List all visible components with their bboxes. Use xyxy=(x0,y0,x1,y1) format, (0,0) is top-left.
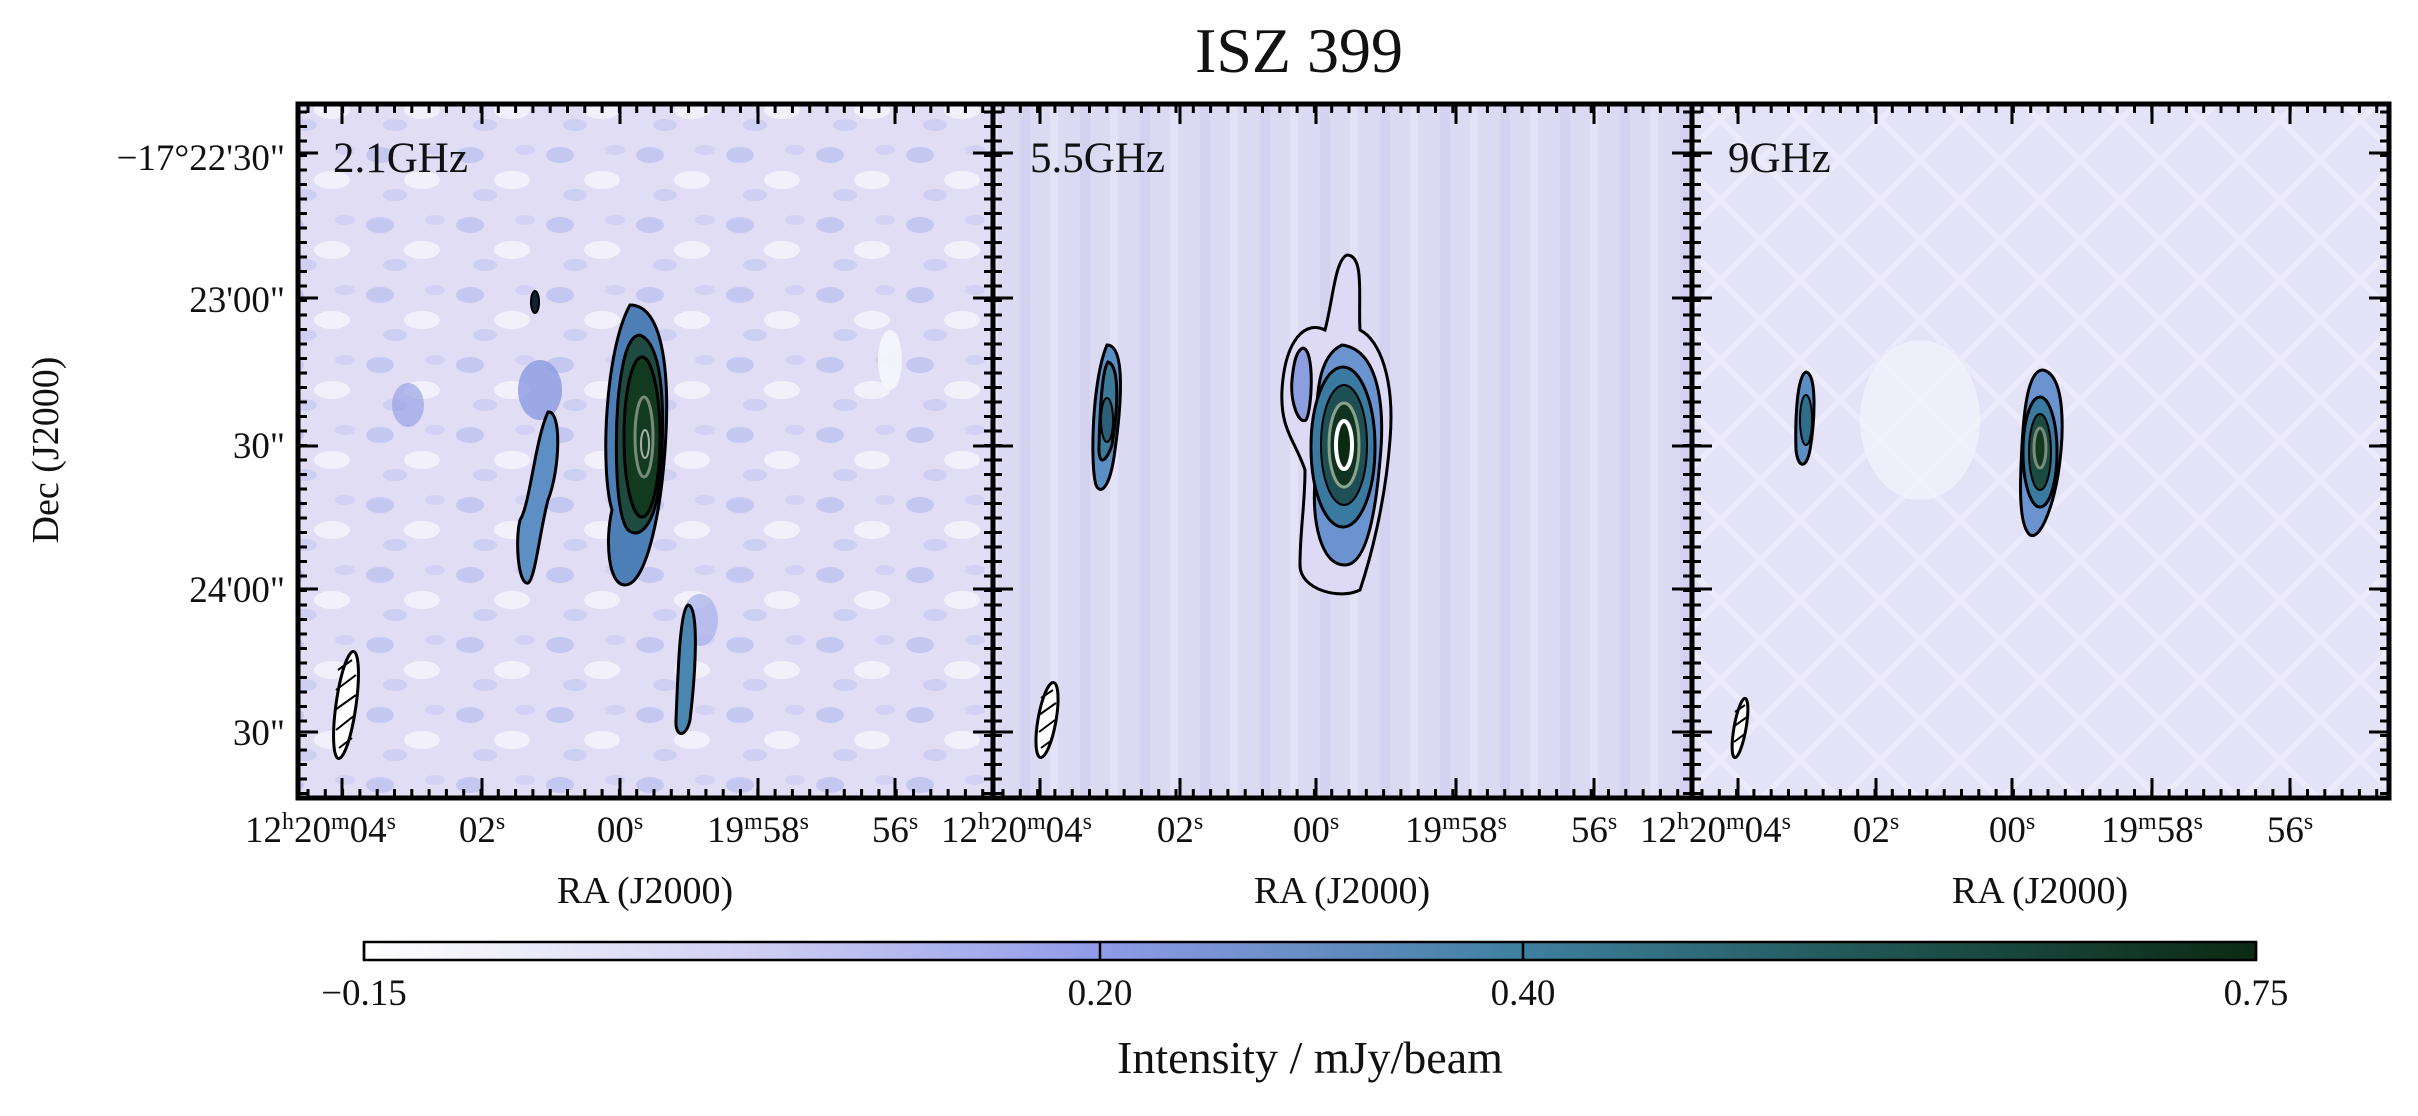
beam-ellipse xyxy=(1730,696,1750,760)
x-axis-label: RA (J2000) xyxy=(557,870,733,912)
figure-title: ISZ 399 xyxy=(1195,15,1403,86)
ra-tick-label: 00s xyxy=(597,809,643,851)
ra-tick-label: 19m58s xyxy=(2101,809,2203,851)
beam-ellipse xyxy=(1034,681,1060,759)
source-contour xyxy=(1100,397,1114,443)
source-contour xyxy=(1799,394,1813,446)
noise-blob xyxy=(392,383,424,427)
panel-frequency-label: 5.5GHz xyxy=(1030,135,1165,182)
ra-tick-label: 19m58s xyxy=(1405,809,1507,851)
colorbar-tick-label: 0.20 xyxy=(1068,973,1133,1014)
x-axis-label: RA (J2000) xyxy=(1952,870,2128,912)
ra-tick-label: 56s xyxy=(1571,809,1617,851)
colorbar-gradient xyxy=(362,940,2258,962)
ra-tick-label: 12h20m04s xyxy=(941,809,1092,851)
ra-tick-labels: 12h20m04s 02s 00s 19m58s 56s 12h20m04s 02s 00s 1… xyxy=(245,809,2313,851)
noise-blob xyxy=(1860,340,1980,500)
beam-ellipse xyxy=(332,650,360,760)
x-axis-label: RA (J2000) xyxy=(1254,870,1430,912)
panel-2-1ghz: 2.1GHz xyxy=(295,101,996,801)
ra-tick-label: 12h20m04s xyxy=(1640,809,1791,851)
colorbar: −0.15 0.20 0.40 0.75 Intensity / mJy/beam xyxy=(321,940,2288,1083)
source-contour xyxy=(516,410,560,585)
y-axis-label: Dec (J2000) xyxy=(25,357,67,544)
dec-tick-label: 30" xyxy=(233,713,285,754)
source-contour xyxy=(1334,419,1354,471)
dec-tick-label: 24'00" xyxy=(189,570,285,611)
ra-tick-label: 02s xyxy=(1853,809,1899,851)
ra-tick-label: 02s xyxy=(1157,809,1203,851)
panel-frequency-label: 9GHz xyxy=(1728,135,1831,182)
colorbar-tick-label: 0.75 xyxy=(2224,973,2289,1014)
dec-tick-labels: −17°22'30" 23'00" 30" 24'00" 30" xyxy=(117,138,285,754)
source-contour xyxy=(2032,426,2048,470)
source-contour xyxy=(633,395,655,479)
dec-tick-label: 30" xyxy=(233,426,285,467)
ra-tick-label: 56s xyxy=(2267,809,2313,851)
source-contour xyxy=(530,290,540,314)
panel-frequency-label: 2.1GHz xyxy=(333,135,468,182)
ra-tick-label: 19m58s xyxy=(707,809,809,851)
source-contour xyxy=(1290,346,1313,423)
panel-frame xyxy=(1689,101,2392,801)
ra-tick-label: 00s xyxy=(1989,809,2035,851)
dec-tick-label: 23'00" xyxy=(189,280,285,321)
source-contour xyxy=(640,429,650,459)
panel-5-5ghz: 5.5GHz xyxy=(990,101,1695,801)
colorbar-label: Intensity / mJy/beam xyxy=(1117,1032,1503,1083)
colorbar-ticks: −0.15 0.20 0.40 0.75 xyxy=(321,942,2288,1014)
ra-tick-label: 00s xyxy=(1293,809,1339,851)
ra-tick-label: 12h20m04s xyxy=(245,809,396,851)
colorbar-tick-label: −0.15 xyxy=(321,973,407,1014)
ra-tick-label: 02s xyxy=(459,809,505,851)
ra-tick-label: 56s xyxy=(872,809,918,851)
source-contour xyxy=(674,603,697,735)
noise-blob xyxy=(518,360,562,420)
colorbar-tick-label: 0.40 xyxy=(1491,973,1556,1014)
dec-tick-label: −17°22'30" xyxy=(117,138,285,179)
panel-9ghz: 9GHz xyxy=(1689,101,2392,801)
axis-ticks xyxy=(298,104,2389,798)
noise-blob xyxy=(878,330,902,390)
